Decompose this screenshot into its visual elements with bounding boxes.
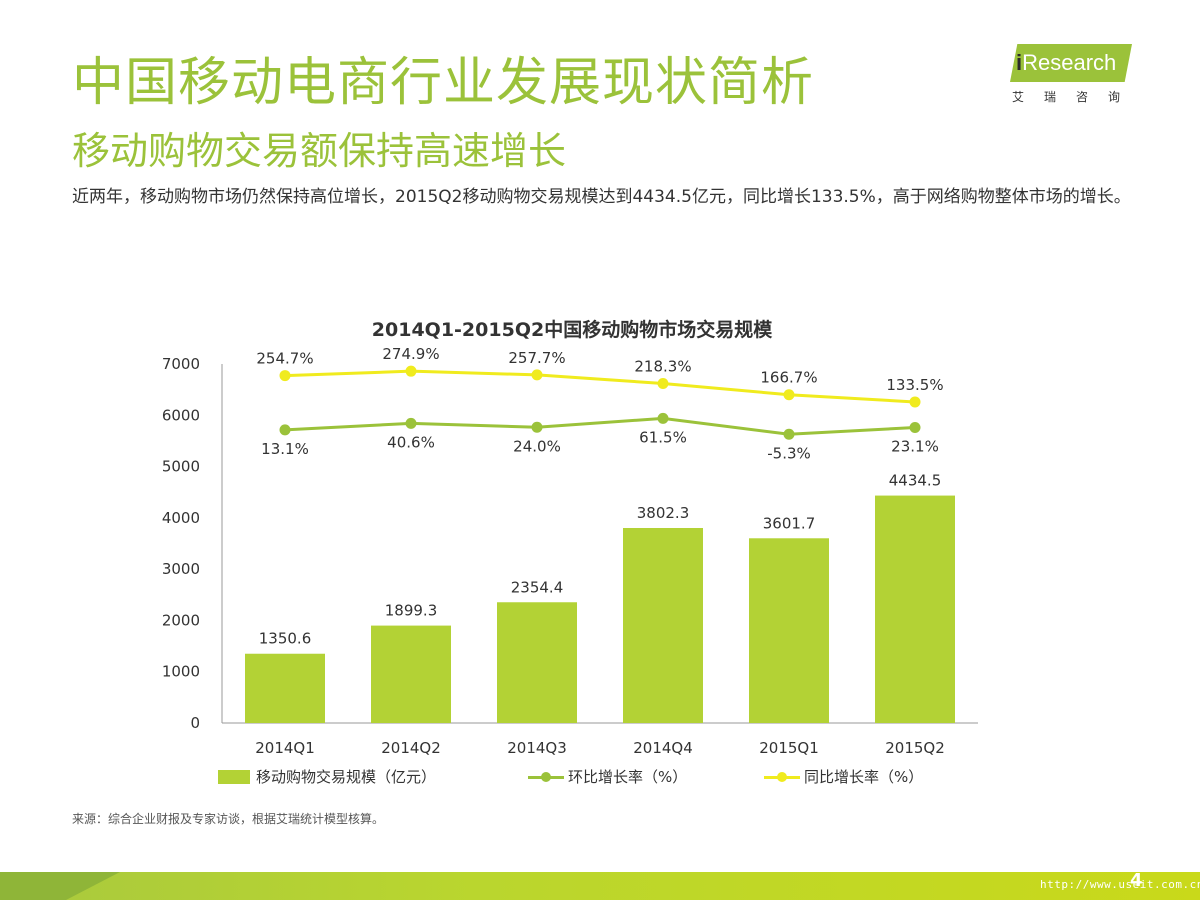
x-tick-label: 2015Q2	[885, 739, 945, 757]
x-tick-label: 2014Q1	[255, 739, 315, 757]
point-series-2	[405, 365, 417, 377]
rate-label: 13.1%	[261, 440, 309, 458]
x-tick-label: 2014Q4	[633, 739, 693, 757]
rate-label: 61.5%	[639, 428, 687, 446]
y-tick-label: 5000	[162, 458, 200, 476]
point-series-2	[783, 389, 795, 401]
rate-label: 274.9%	[382, 345, 439, 363]
bar-value-label: 2354.4	[511, 578, 564, 596]
legend-label-qoq: 环比增长率（%）	[568, 768, 688, 786]
point-series-2	[279, 370, 291, 382]
bar-value-label: 3601.7	[763, 514, 816, 532]
bar-2014Q1	[245, 653, 325, 723]
logo-chinese-name: 艾瑞咨询	[1012, 90, 1141, 104]
rate-label: -5.3%	[767, 444, 811, 462]
footer-stripe	[0, 872, 120, 900]
bar-value-label: 4434.5	[889, 472, 942, 490]
y-tick-label: 2000	[162, 611, 200, 629]
legend-label-volume: 移动购物交易规模（亿元）	[256, 768, 437, 786]
x-tick-label: 2014Q2	[381, 739, 441, 757]
bar-value-label: 1350.6	[259, 630, 312, 648]
bar-2015Q2	[875, 495, 955, 723]
point-series-1	[531, 421, 543, 433]
point-series-1	[657, 412, 669, 424]
rate-label: 218.3%	[634, 357, 691, 375]
page-title: 中国移动电商行业发展现状简析	[72, 53, 815, 113]
rate-label: 257.7%	[508, 349, 565, 367]
point-series-1	[405, 417, 417, 429]
legend-line-qoq	[528, 770, 564, 784]
point-series-2	[657, 377, 669, 389]
summary-text: 近两年，移动购物市场仍然保持高位增长，2015Q2移动购物交易规模达到4434.…	[72, 187, 1131, 207]
point-series-1	[783, 428, 795, 440]
rate-label: 166.7%	[760, 369, 817, 387]
iresearch-logo: iResearch 艾瑞咨询	[1010, 44, 1134, 104]
y-tick-label: 1000	[162, 663, 200, 681]
legend-swatch-volume	[218, 769, 250, 784]
legend-item-volume: 移动购物交易规模（亿元）	[218, 766, 436, 787]
line-series-2	[284, 369, 916, 404]
bar-value-label: 3802.3	[637, 504, 690, 522]
bar-value-label: 1899.3	[385, 602, 438, 620]
point-series-2	[531, 369, 543, 381]
legend-label-yoy: 同比增长率（%）	[804, 768, 924, 786]
bar-2014Q3	[497, 602, 577, 723]
y-tick-label: 4000	[162, 509, 200, 527]
y-tick-label: 7000	[162, 355, 200, 373]
legend-item-qoq: 环比增长率（%）	[528, 766, 687, 787]
page-subtitle: 移动购物交易额保持高速增长	[72, 129, 567, 173]
y-tick-label: 6000	[162, 406, 200, 424]
bar-2014Q4	[623, 527, 703, 723]
chart-title: 2014Q1-2015Q2中国移动购物市场交易规模	[372, 318, 773, 341]
watermark-url: http://www.useit.com.cn	[1040, 878, 1200, 891]
legend-item-yoy: 同比增长率（%）	[764, 766, 923, 787]
legend-line-yoy	[764, 770, 800, 784]
y-tick-label: 3000	[162, 560, 200, 578]
footer-bar	[0, 872, 1200, 900]
x-tick-label: 2015Q1	[759, 739, 819, 757]
logo-mark	[1010, 44, 1132, 82]
y-tick-label: 0	[190, 714, 200, 732]
data-source-note: 来源：综合企业财报及专家访谈，根据艾瑞统计模型核算。	[72, 812, 385, 826]
bar-2014Q2	[371, 625, 451, 723]
point-series-1	[909, 422, 921, 434]
logo-wordmark: iResearch	[1016, 50, 1117, 75]
bar-2015Q1	[749, 538, 829, 723]
point-series-2	[909, 396, 921, 408]
point-series-1	[279, 424, 291, 436]
rate-label: 23.1%	[891, 438, 939, 456]
rate-label: 254.7%	[256, 350, 313, 368]
rate-label: 133.5%	[886, 376, 943, 394]
line-series-1	[284, 416, 916, 436]
rate-label: 24.0%	[513, 437, 561, 455]
x-tick-label: 2014Q3	[507, 739, 567, 757]
page-number: 4	[1130, 870, 1143, 891]
rate-label: 40.6%	[387, 433, 435, 451]
